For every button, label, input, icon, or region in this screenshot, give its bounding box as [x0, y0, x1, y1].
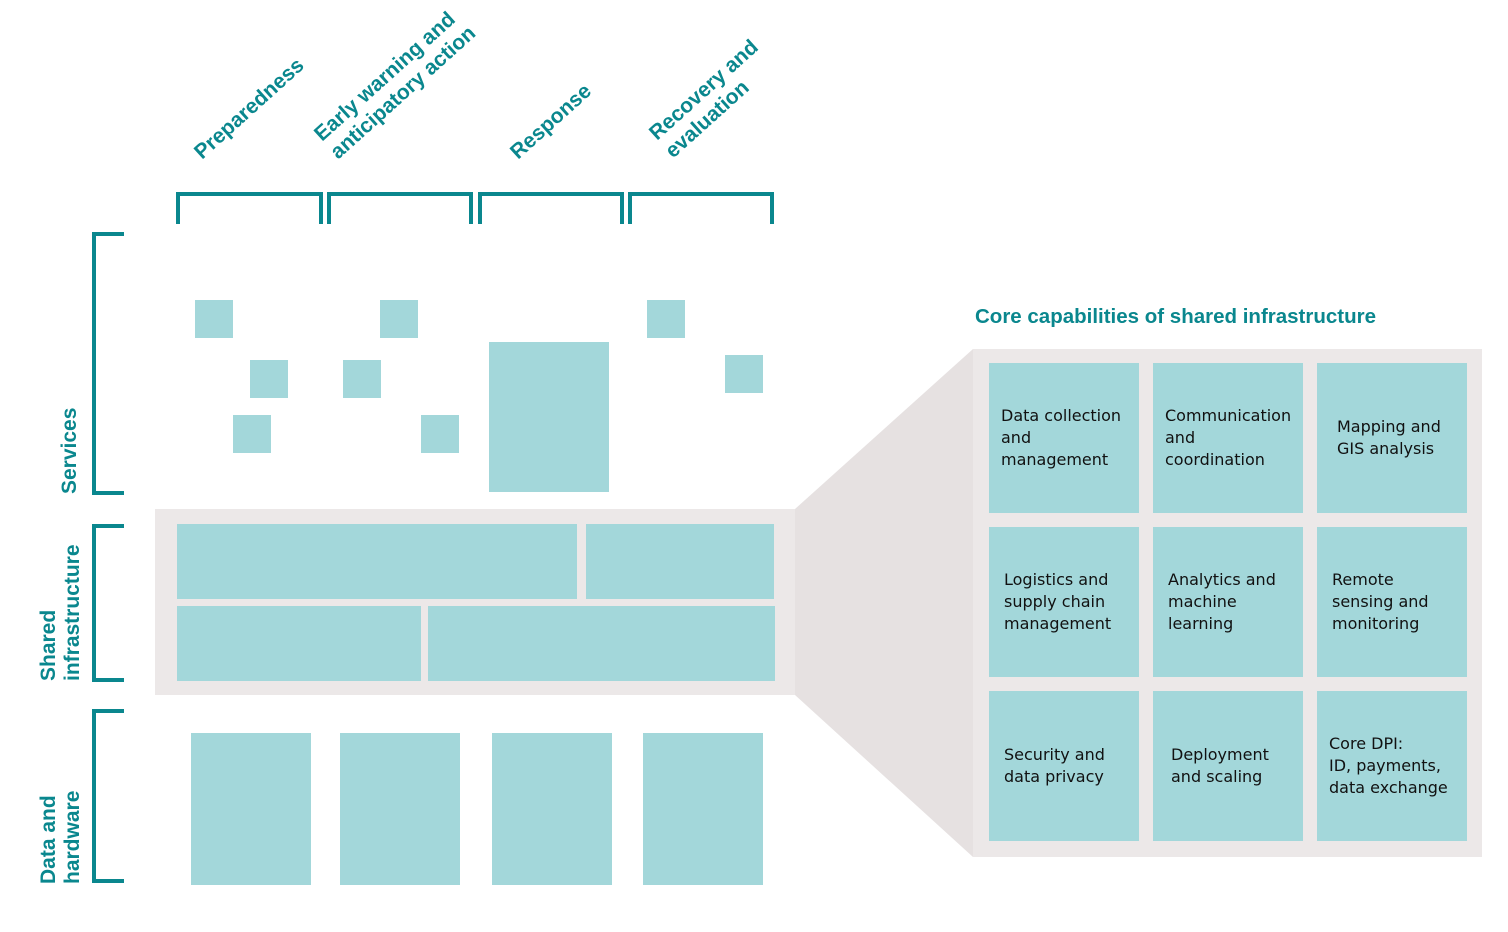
phase-label-response: Response — [506, 79, 596, 163]
capability-label: Analytics and machine learning — [1168, 570, 1276, 633]
service-block — [421, 415, 459, 453]
capability-cell: Core DPI: ID, payments, data exchange — [1317, 691, 1467, 841]
bracket-early-warning — [327, 192, 473, 224]
capability-label: Logistics and supply chain management — [1004, 570, 1112, 633]
service-block-large — [489, 342, 609, 492]
phase-label-early-warning: Early warning andanticipatory action — [310, 4, 480, 164]
shared-block — [428, 606, 775, 681]
capability-label: Data collection and management — [1001, 406, 1122, 469]
data-block — [191, 733, 311, 885]
bracket-data — [92, 709, 124, 883]
capability-label: Mapping and GIS analysis — [1337, 417, 1441, 458]
layer-label-shared-infrastructure: Sharedinfrastructure — [37, 544, 84, 681]
data-block — [492, 733, 612, 885]
phase-label-recovery: Recovery andevaluation — [645, 35, 779, 162]
capability-label: Remote sensing and monitoring — [1332, 570, 1429, 633]
core-capabilities-title: Core capabilities of shared infrastructu… — [975, 305, 1377, 328]
shared-block — [177, 606, 421, 681]
capability-label: Core DPI: ID, payments, data exchange — [1329, 734, 1448, 797]
bracket-recovery — [628, 192, 774, 224]
capability-cell: Communication and coordination — [1153, 363, 1303, 513]
layer-label-services: Services — [58, 408, 81, 494]
capability-label: Deployment and scaling — [1171, 745, 1269, 786]
layer-brackets — [92, 232, 124, 883]
phase-label-preparedness: Preparedness — [190, 54, 309, 164]
data-blocks — [191, 733, 763, 885]
capability-cell: Data collection and management — [989, 363, 1139, 513]
service-blocks — [195, 300, 763, 492]
service-block — [380, 300, 418, 338]
shared-block — [177, 524, 577, 599]
data-block — [643, 733, 763, 885]
capability-cell: Analytics and machine learning — [1153, 527, 1303, 677]
data-block — [340, 733, 460, 885]
capability-cell: Security and data privacy — [989, 691, 1139, 841]
capability-cell: Deployment and scaling — [1153, 691, 1303, 841]
service-block — [647, 300, 685, 338]
bracket-services — [92, 232, 124, 495]
capability-cell: Logistics and supply chain management — [989, 527, 1139, 677]
capability-cell: Remote sensing and monitoring — [1317, 527, 1467, 677]
service-block — [250, 360, 288, 398]
shared-blocks — [177, 524, 775, 681]
service-block — [343, 360, 381, 398]
capability-cell: Mapping and GIS analysis — [1317, 363, 1467, 513]
service-block — [195, 300, 233, 338]
zoom-funnel — [795, 349, 973, 857]
capability-label: Security and data privacy — [1004, 745, 1105, 786]
layer-label-data-hardware: Data andhardware — [37, 791, 84, 884]
bracket-response — [478, 192, 624, 224]
bracket-preparedness — [176, 192, 323, 224]
capability-label: Communication and coordination — [1165, 406, 1292, 469]
bracket-shared — [92, 524, 124, 682]
service-block — [725, 355, 763, 393]
shared-block — [586, 524, 774, 599]
phase-brackets — [176, 192, 774, 224]
service-block — [233, 415, 271, 453]
